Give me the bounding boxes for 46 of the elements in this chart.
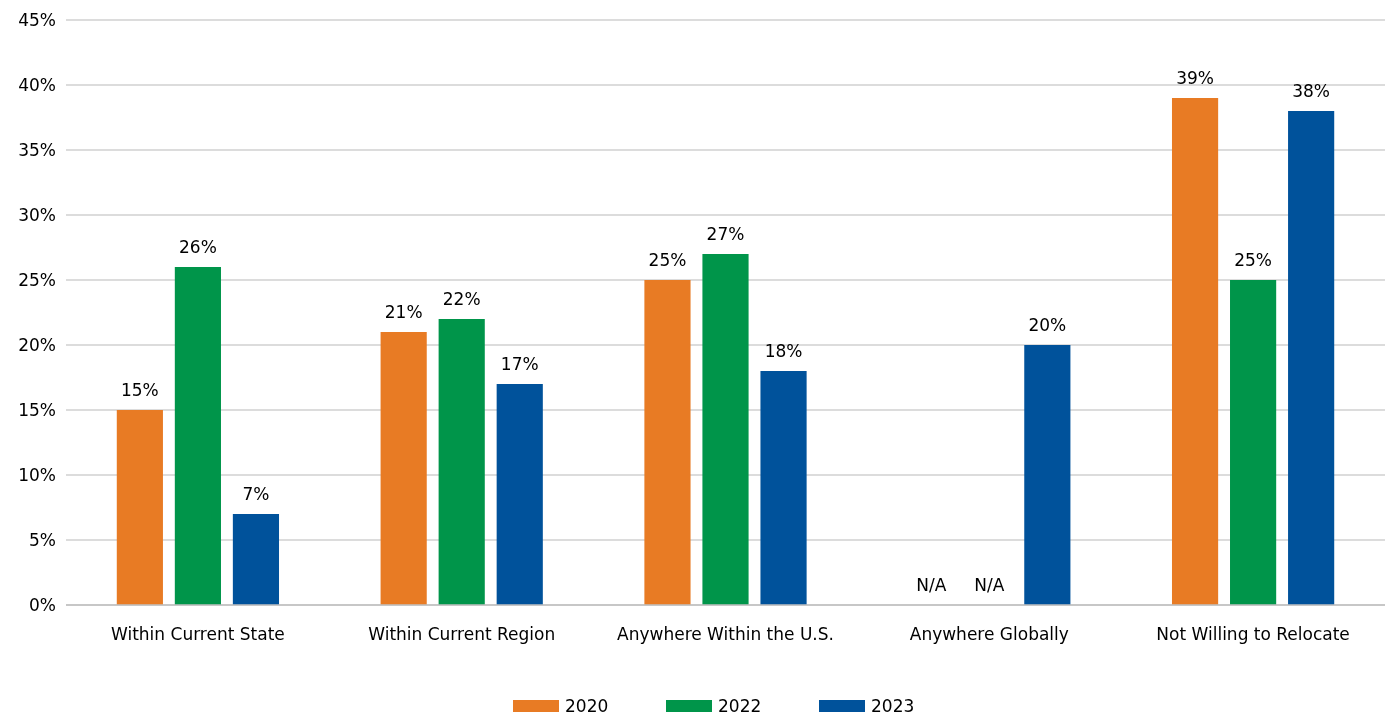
bar [380, 332, 427, 605]
data-label: 21% [384, 302, 423, 322]
data-label: 25% [648, 250, 687, 270]
data-label: 7% [242, 484, 270, 504]
y-tick-label: 10% [18, 464, 56, 485]
data-label: 22% [442, 289, 481, 309]
bar [1288, 111, 1335, 605]
data-label: 27% [706, 224, 745, 244]
bar [644, 280, 691, 605]
y-tick-label: 40% [18, 74, 56, 95]
y-tick-label: 35% [18, 139, 56, 160]
y-tick-label: 0% [29, 594, 56, 615]
legend-label: 2022 [718, 695, 762, 716]
text: N/A [916, 575, 947, 595]
bar [496, 384, 543, 605]
bar [1171, 98, 1219, 605]
data-label: 38% [1292, 81, 1331, 101]
bar [174, 267, 221, 605]
y-tick-label: 25% [18, 269, 56, 290]
data-label: 39% [1176, 68, 1214, 88]
data-label: 15% [120, 380, 159, 400]
bar [1230, 280, 1277, 605]
x-tick-label: Within Current Region [368, 624, 556, 644]
bar [116, 410, 163, 605]
data-label: 18% [764, 341, 803, 361]
x-tick-label: Anywhere Within the U.S. [617, 624, 834, 644]
text: N/A [974, 575, 1005, 595]
bar [232, 514, 280, 605]
x-tick-label: Not Willing to Relocate [1156, 624, 1350, 644]
y-tick-label: 15% [18, 399, 56, 420]
bar [438, 319, 485, 605]
legend-label: 2023 [871, 695, 915, 716]
bar [1024, 345, 1071, 605]
bar [702, 254, 749, 605]
x-tick-label: Within Current State [111, 624, 285, 644]
bar [760, 371, 807, 605]
x-tick-label: Anywhere Globally [909, 624, 1069, 644]
y-tick-label: 45% [18, 9, 56, 30]
y-tick-label: 5% [29, 529, 56, 550]
data-label: 25% [1234, 250, 1272, 270]
y-tick-label: 30% [18, 204, 56, 225]
data-label: 26% [179, 237, 217, 257]
data-label: 20% [1028, 315, 1067, 335]
y-tick-label: 20% [18, 334, 56, 355]
data-label: 17% [500, 354, 539, 374]
legend-label: 2020 [565, 695, 609, 716]
